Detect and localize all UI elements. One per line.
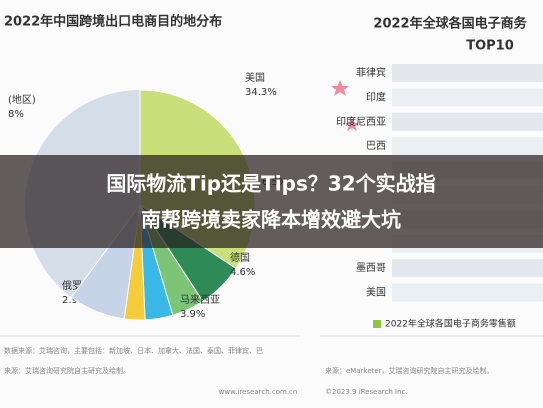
category-label: 印度尼西亚 (336, 115, 386, 128)
footer: www.iresearch.com.cn (219, 388, 298, 396)
source: 来源：eMarketer，艾瑞咨询研究院自主研究及绘制。 (325, 366, 494, 375)
slice-value: 3.9% (180, 309, 205, 320)
banner-line: 南帮跨境卖家降本增效避大坑 (141, 208, 401, 232)
row-band (392, 259, 543, 278)
banner (0, 155, 543, 248)
slice-name: 美国 (245, 71, 265, 84)
category-label: 美国 (366, 286, 386, 299)
source: 来源：艾瑞咨询研究院自主研究及绘制。 (4, 366, 130, 375)
row-band (392, 64, 543, 82)
category-label: 菲律宾 (356, 66, 386, 79)
category-label: 巴西 (366, 140, 386, 152)
category-label: 墨西哥 (356, 262, 386, 274)
row-band (392, 88, 543, 107)
banner-line: 国际物流Tip还是Tips？32个实战指 (106, 172, 435, 196)
bar-subtitle: TOP10 (466, 39, 514, 54)
legend-label: 2022年全球各国电子商务零售额 (385, 318, 516, 330)
decor (331, 80, 359, 131)
slice-value: 2.9% (62, 295, 87, 306)
slice-name: 马来西亚 (180, 294, 220, 306)
pie-title: 2022年中国跨境出口电商目的地分布 (4, 14, 222, 30)
slice-value: 34.3% (245, 87, 277, 98)
slice-value: 4.6% (230, 267, 255, 278)
source: 数据来源：艾瑞咨询，主要包括：新加坡、日本、加拿大、法国、泰国、菲律宾、巴 (4, 346, 263, 355)
slice-value: 8% (8, 109, 24, 120)
slice-name: 德国 (230, 251, 250, 264)
slice-name: (地区) (8, 93, 36, 106)
row-band (392, 283, 543, 302)
row-band (392, 112, 543, 131)
category-label: 印度 (366, 90, 386, 103)
legend-swatch (373, 320, 381, 328)
bar-title: 2022年全球各国电子商务 (373, 16, 527, 32)
footer: ©2023.9 iResearch Inc. (325, 388, 408, 396)
row-band (392, 137, 543, 156)
